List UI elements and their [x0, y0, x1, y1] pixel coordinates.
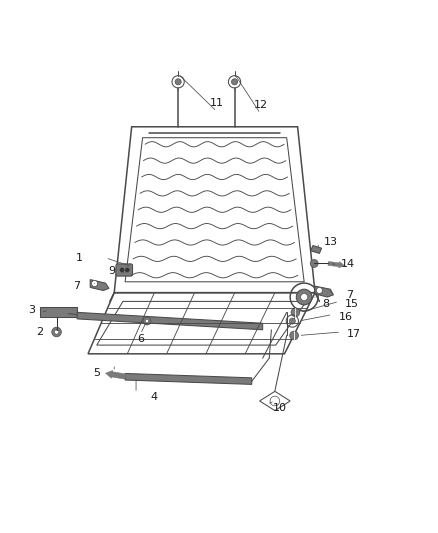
Text: 7: 7: [346, 290, 353, 300]
Text: 5: 5: [93, 368, 100, 378]
Circle shape: [120, 268, 124, 272]
FancyBboxPatch shape: [116, 264, 133, 276]
Circle shape: [310, 260, 318, 268]
Text: 4: 4: [150, 392, 157, 402]
Text: 14: 14: [341, 260, 355, 269]
Text: 15: 15: [345, 298, 359, 309]
Text: 13: 13: [323, 238, 337, 247]
Text: 6: 6: [137, 334, 144, 344]
Polygon shape: [311, 246, 321, 253]
Bar: [40, 307, 77, 317]
FancyArrow shape: [106, 370, 126, 379]
FancyArrow shape: [328, 262, 344, 268]
Circle shape: [54, 330, 59, 334]
Text: 17: 17: [347, 329, 361, 339]
Text: 7: 7: [74, 281, 81, 291]
Text: 10: 10: [273, 403, 287, 414]
Circle shape: [52, 327, 61, 337]
Circle shape: [232, 79, 237, 85]
Circle shape: [300, 294, 307, 301]
Circle shape: [290, 331, 298, 340]
Circle shape: [296, 289, 312, 305]
Text: 8: 8: [322, 298, 329, 309]
Text: 16: 16: [339, 312, 353, 322]
Text: 12: 12: [254, 100, 268, 110]
Circle shape: [125, 268, 130, 272]
Circle shape: [92, 280, 98, 287]
Text: 11: 11: [210, 98, 224, 108]
Text: 2: 2: [36, 327, 43, 337]
Circle shape: [291, 308, 300, 317]
Polygon shape: [90, 280, 109, 290]
Circle shape: [145, 319, 149, 323]
Text: 1: 1: [76, 253, 83, 263]
Circle shape: [143, 317, 151, 325]
Text: 9: 9: [109, 266, 116, 276]
Polygon shape: [314, 286, 333, 297]
Polygon shape: [77, 312, 263, 330]
Circle shape: [289, 318, 295, 324]
Polygon shape: [125, 374, 252, 384]
Circle shape: [175, 79, 181, 85]
Text: 3: 3: [28, 305, 35, 315]
Circle shape: [316, 287, 322, 294]
